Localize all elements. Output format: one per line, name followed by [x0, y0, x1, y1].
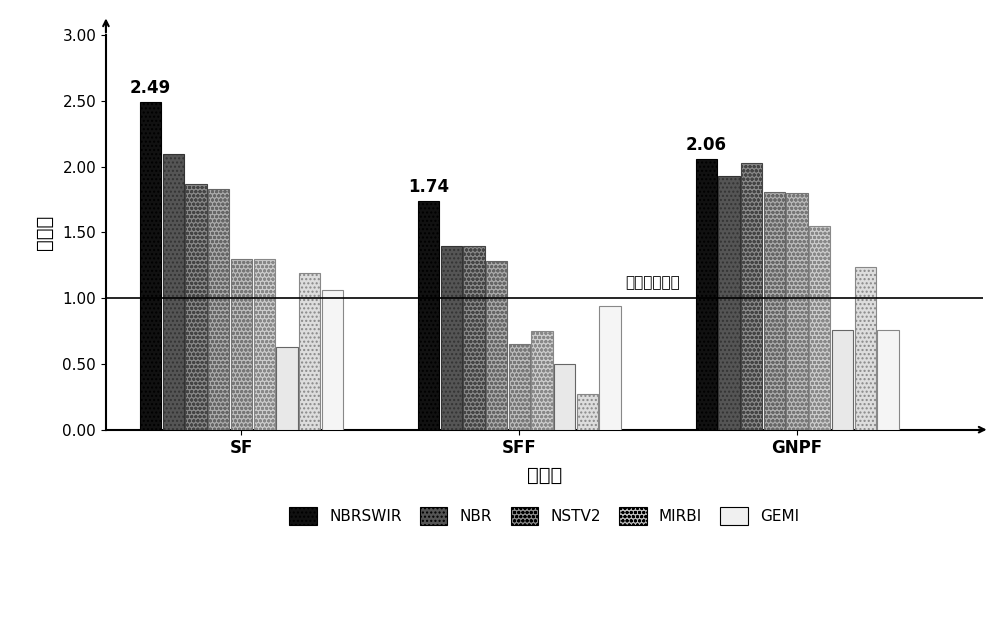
Bar: [163, 154, 184, 430]
Bar: [231, 259, 252, 430]
Bar: [276, 347, 298, 430]
Bar: [441, 246, 462, 430]
Text: 2.06: 2.06: [686, 136, 727, 154]
Bar: [531, 331, 553, 430]
Bar: [741, 163, 762, 430]
Bar: [140, 102, 161, 430]
Y-axis label: 分离度: 分离度: [35, 215, 54, 250]
Text: 2.49: 2.49: [130, 79, 171, 97]
Bar: [855, 267, 876, 430]
Bar: [599, 306, 621, 430]
Bar: [486, 261, 507, 430]
Bar: [786, 193, 808, 430]
Bar: [764, 192, 785, 430]
Bar: [877, 330, 899, 430]
Bar: [322, 290, 343, 430]
Bar: [299, 273, 320, 430]
Bar: [418, 201, 439, 430]
Bar: [696, 159, 717, 430]
Text: 1.74: 1.74: [408, 178, 449, 196]
Bar: [718, 176, 740, 430]
Bar: [577, 394, 598, 430]
X-axis label: 研究区: 研究区: [527, 466, 562, 485]
Bar: [554, 364, 575, 430]
Bar: [463, 246, 485, 430]
Bar: [832, 330, 853, 430]
Bar: [208, 189, 229, 430]
Text: 分离度基准线: 分离度基准线: [625, 276, 680, 290]
Bar: [509, 344, 530, 430]
Bar: [809, 226, 830, 430]
Bar: [185, 184, 207, 430]
Bar: [254, 259, 275, 430]
Legend: NBRSWIR, NBR, NSTV2, MIRBI, GEMI: NBRSWIR, NBR, NSTV2, MIRBI, GEMI: [283, 501, 805, 531]
